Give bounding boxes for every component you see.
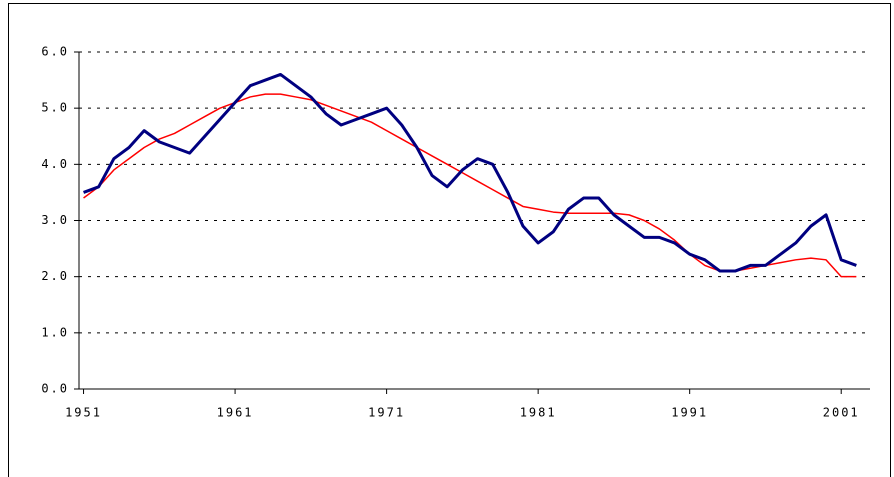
y-tick-label: 1.0 <box>41 325 69 339</box>
y-tick-label: 4.0 <box>41 157 69 171</box>
x-tick-label: 1971 <box>368 406 405 420</box>
y-tick-label: 0.0 <box>41 382 69 396</box>
y-tick-label: 3.0 <box>41 213 69 227</box>
x-tick-label: 1961 <box>217 406 254 420</box>
chart-frame <box>8 3 891 477</box>
x-tick-label: 1991 <box>671 406 708 420</box>
x-tick-label: 1951 <box>65 406 102 420</box>
y-tick-label: 5.0 <box>41 101 69 115</box>
y-tick-label: 2.0 <box>41 269 69 283</box>
series-line <box>83 72 857 273</box>
x-tick-label: 1981 <box>520 406 557 420</box>
y-tick-label: 6.0 <box>41 45 69 59</box>
x-tick-label: 2001 <box>823 406 860 420</box>
